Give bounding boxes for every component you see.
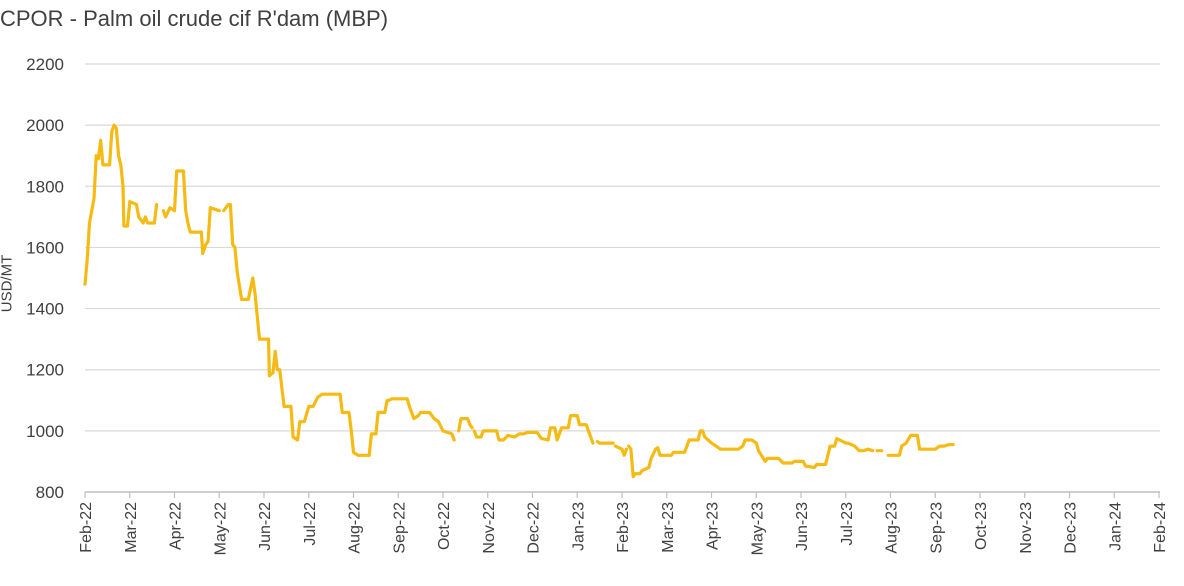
y-tick-label: 1000	[26, 422, 64, 441]
x-tick-label: Dec-22	[526, 502, 543, 554]
series-line	[472, 414, 595, 445]
x-tick-label: Apr-23	[705, 502, 722, 550]
y-tick-label: 1400	[26, 300, 64, 319]
x-tick-label: Mar-23	[660, 502, 677, 553]
series-line	[613, 444, 629, 457]
series-line	[161, 169, 221, 256]
y-tick-label: 1200	[26, 361, 64, 380]
x-tick-label: Oct-22	[436, 502, 453, 550]
series-line	[627, 429, 875, 479]
x-tick-label: Jan-23	[570, 502, 587, 551]
series-line	[83, 123, 159, 286]
x-tick-label: May-22	[212, 502, 229, 555]
x-tick-label: Aug-22	[347, 502, 364, 554]
series-line	[222, 203, 456, 457]
x-tick-label: Feb-22	[78, 502, 95, 553]
series-line	[595, 440, 615, 445]
y-tick-label: 2000	[26, 116, 64, 135]
x-tick-label: Apr-22	[168, 502, 185, 550]
x-tick-label: Nov-22	[481, 502, 498, 554]
x-tick-label: Jul-23	[839, 502, 856, 546]
x-tick-label: Jul-22	[302, 502, 319, 546]
chart-title: CPOR - Palm oil crude cif R'dam (MBP)	[0, 6, 389, 31]
x-tick-label: Feb-24	[1152, 502, 1169, 553]
series-line	[457, 417, 474, 433]
series-line	[886, 433, 955, 457]
x-tick-label: Sep-22	[391, 502, 408, 554]
x-tick-label: Jan-24	[1107, 502, 1124, 551]
x-tick-label: Dec-23	[1063, 502, 1080, 554]
x-tick-label: Nov-23	[1018, 502, 1035, 554]
x-tick-label: Aug-23	[884, 502, 901, 554]
x-tick-label: Sep-23	[928, 502, 945, 554]
x-tick-label: Jun-22	[257, 502, 274, 551]
y-tick-label: 2200	[26, 55, 64, 74]
x-tick-label: May-23	[749, 502, 766, 555]
x-tick-label: Jun-23	[794, 502, 811, 551]
y-tick-label: 800	[36, 483, 64, 502]
y-tick-label: 1800	[26, 177, 64, 196]
x-tick-label: Feb-23	[615, 502, 632, 553]
x-tick-label: Mar-22	[123, 502, 140, 553]
y-tick-label: 1600	[26, 238, 64, 257]
x-tick-label: Oct-23	[973, 502, 990, 550]
